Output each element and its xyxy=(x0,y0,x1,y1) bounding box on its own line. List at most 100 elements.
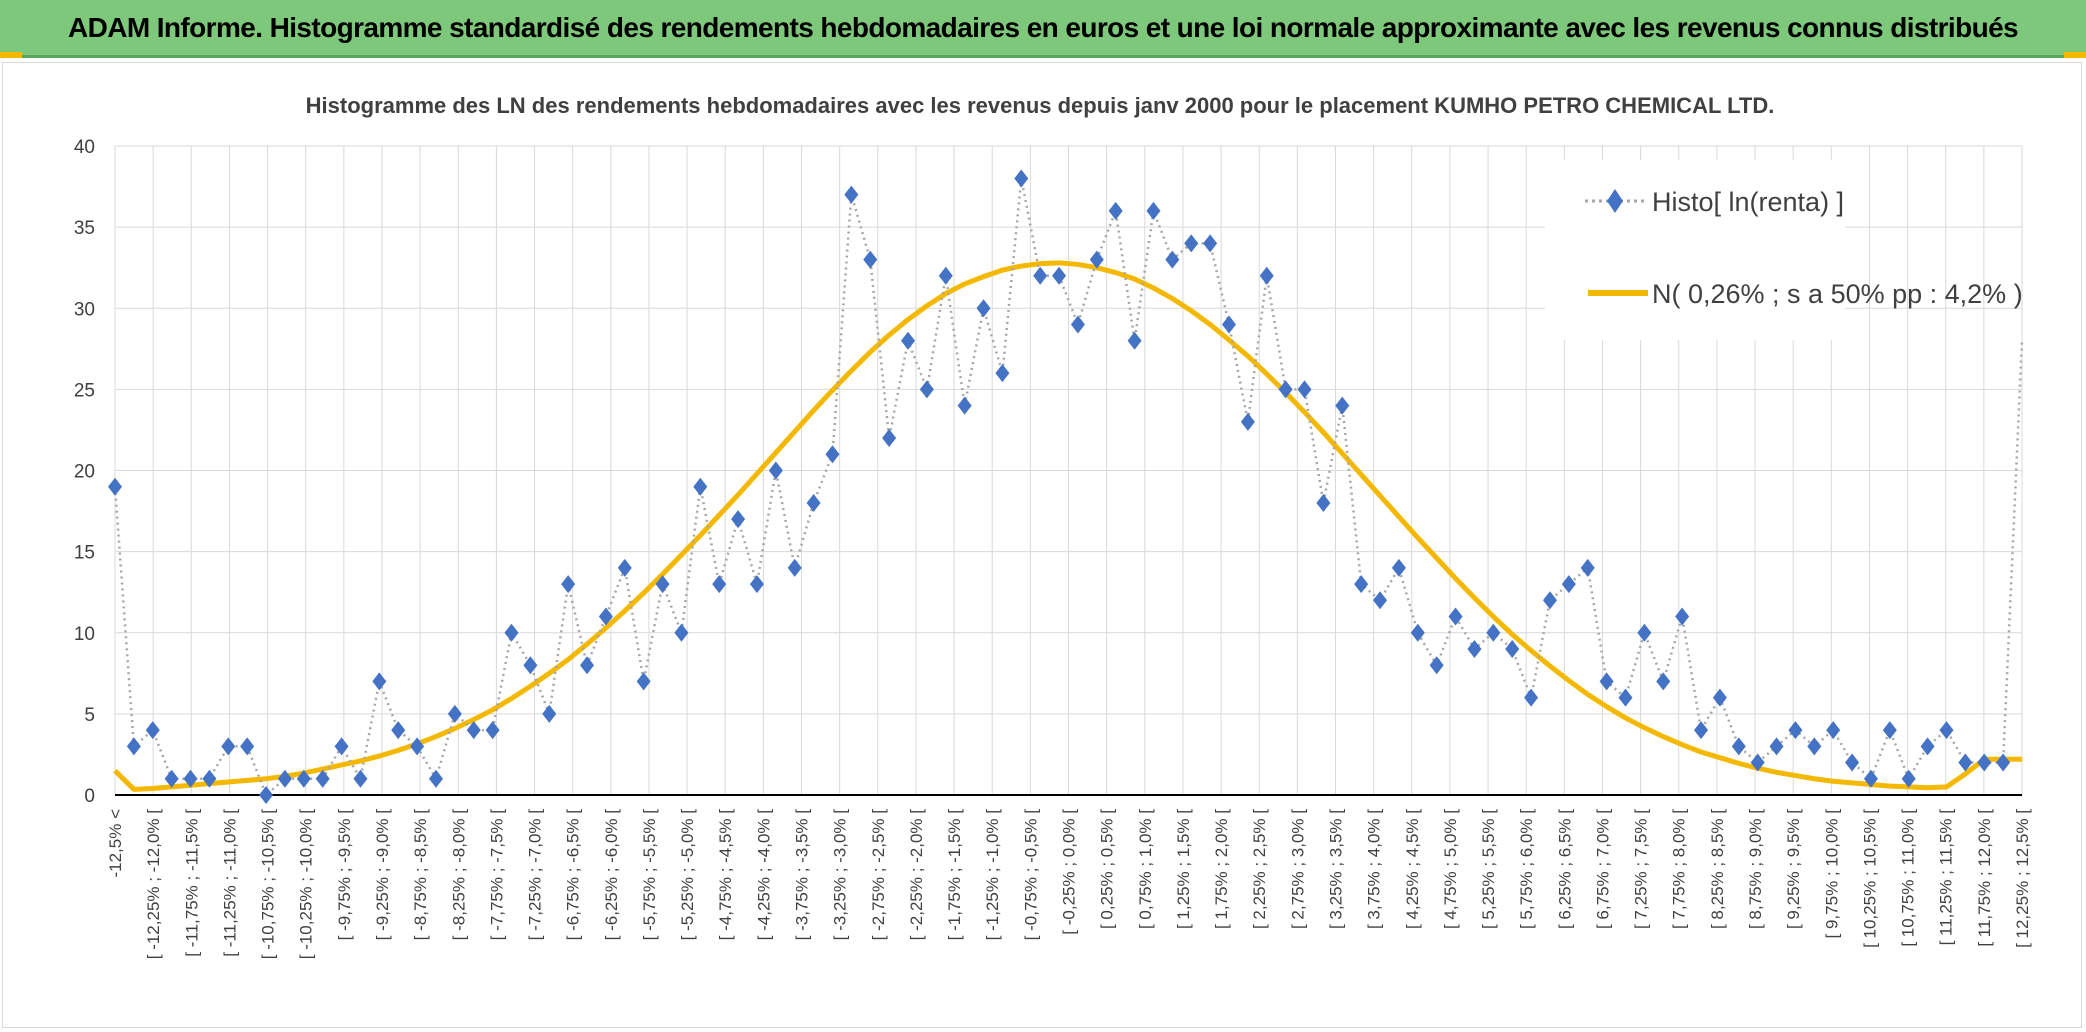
histogram-point-marker xyxy=(1637,623,1652,642)
histogram-point-marker xyxy=(1675,607,1690,626)
histogram-point-marker xyxy=(523,656,538,675)
x-tick-label: [ 0,25% ; 0,5% [ xyxy=(1098,809,1117,929)
histogram-point-marker xyxy=(202,769,217,788)
histogram-point-marker xyxy=(1184,234,1199,253)
histogram-point-marker xyxy=(617,558,632,577)
histogram-point-marker xyxy=(1656,672,1671,691)
histogram-point-marker xyxy=(315,769,330,788)
histogram-point-marker xyxy=(183,769,198,788)
histogram-point-marker xyxy=(1863,769,1878,788)
histogram-point-marker xyxy=(1788,721,1803,740)
x-tick-label: [ -1,75% ; -1,5% [ xyxy=(945,809,964,941)
histogram-point-marker xyxy=(410,737,425,756)
x-tick-label: [ 7,75% ; 8,0% [ xyxy=(1670,809,1689,929)
histogram-point-marker xyxy=(1524,688,1539,707)
x-tick-label: [ -8,25% ; -8,0% [ xyxy=(449,809,468,941)
histogram-point-marker xyxy=(353,769,368,788)
x-tick-label: [ -5,25% ; -5,0% [ xyxy=(678,809,697,941)
histogram-point-marker xyxy=(1561,575,1576,594)
histogram-point-marker xyxy=(126,737,141,756)
x-axis-ticks: -12,5% < [ -12,25% ; -12,0% [[ -11,75% ; … xyxy=(106,809,2032,960)
histogram-point-marker xyxy=(1882,721,1897,740)
histogram-point-marker xyxy=(768,461,783,480)
histogram-point-marker xyxy=(447,704,462,723)
x-tick-label: -12,5% < xyxy=(106,809,125,878)
histogram-point-marker xyxy=(1694,721,1709,740)
histogram-point-marker xyxy=(372,672,387,691)
x-tick-label: [ 1,75% ; 2,0% [ xyxy=(1212,809,1231,929)
x-tick-label: [ -5,75% ; -5,5% [ xyxy=(640,809,659,941)
x-tick-label: [ 6,75% ; 7,0% [ xyxy=(1593,809,1612,929)
histogram-point-marker xyxy=(749,575,764,594)
histogram-point-marker xyxy=(787,558,802,577)
histogram-point-marker xyxy=(1807,737,1822,756)
legend-normal-label: N( 0,26% ; s a 50% pp : 4,2% ) xyxy=(1652,279,2023,309)
x-tick-label: [ 8,75% ; 9,0% [ xyxy=(1746,809,1765,929)
histogram-point-marker xyxy=(296,769,311,788)
histogram-point-marker xyxy=(1391,558,1406,577)
chart-legend: Histo[ ln(renta) ] N( 0,26% ; s a 50% pp… xyxy=(1545,160,2023,340)
x-tick-label: [ 4,25% ; 4,5% [ xyxy=(1403,809,1422,929)
x-tick-label: [ -6,75% ; -6,5% [ xyxy=(564,809,583,941)
histogram-point-marker xyxy=(1127,331,1142,350)
legend-background xyxy=(1545,160,1845,340)
y-tick-label: 35 xyxy=(74,218,95,239)
legend-histo-marker-icon xyxy=(1607,189,1623,213)
histogram-point-marker xyxy=(957,396,972,415)
y-tick-label: 25 xyxy=(74,380,95,401)
histogram-point-marker xyxy=(844,185,859,204)
x-tick-label: [ 7,25% ; 7,5% [ xyxy=(1632,809,1651,929)
x-tick-label: [ -4,75% ; -4,5% [ xyxy=(716,809,735,941)
y-tick-label: 15 xyxy=(74,543,95,564)
histogram-point-marker xyxy=(1939,721,1954,740)
x-tick-label: [ 4,75% ; 5,0% [ xyxy=(1441,809,1460,929)
histogram-point-marker xyxy=(636,672,651,691)
histogram-point-marker xyxy=(1920,737,1935,756)
y-axis-ticks: 0 5 10 15 20 25 30 35 40 xyxy=(74,137,95,807)
histogram-point-marker xyxy=(1712,688,1727,707)
histogram-point-marker xyxy=(1505,639,1520,658)
histogram-point-marker xyxy=(1599,672,1614,691)
histogram-point-marker xyxy=(674,623,689,642)
histogram-point-marker xyxy=(1259,266,1274,285)
histogram-series xyxy=(108,169,2024,804)
histogram-point-marker xyxy=(1448,607,1463,626)
y-tick-label: 20 xyxy=(74,462,95,483)
histogram-point-marker xyxy=(561,575,576,594)
histogram-point-marker xyxy=(1089,250,1104,269)
histogram-point-marker xyxy=(1165,250,1180,269)
histogram-point-marker xyxy=(259,786,274,804)
histogram-point-marker xyxy=(428,769,443,788)
x-tick-label: [ -12,25% ; -12,0% [ xyxy=(144,809,163,960)
histogram-point-marker xyxy=(1750,753,1765,772)
histogram-point-marker xyxy=(1845,753,1860,772)
x-tick-label: [ 9,25% ; 9,5% [ xyxy=(1784,809,1803,929)
x-tick-label: [ 5,75% ; 6,0% [ xyxy=(1517,809,1536,929)
histogram-point-marker xyxy=(901,331,916,350)
x-tick-label: [ 8,25% ; 8,5% [ xyxy=(1708,809,1727,929)
histogram-point-marker xyxy=(391,721,406,740)
histogram-point-marker xyxy=(863,250,878,269)
histogram-point-marker xyxy=(466,721,481,740)
x-tick-label: [ -6,25% ; -6,0% [ xyxy=(602,809,621,941)
histogram-point-marker xyxy=(938,266,953,285)
histogram-point-marker xyxy=(655,575,670,594)
histogram-point-marker xyxy=(1618,688,1633,707)
x-tick-label: [ -9,25% ; -9,0% [ xyxy=(373,809,392,941)
x-tick-label: [ -7,75% ; -7,5% [ xyxy=(487,809,506,941)
y-tick-label: 0 xyxy=(84,786,95,807)
x-tick-label: [ 2,75% ; 3,0% [ xyxy=(1288,809,1307,929)
histogram-point-marker xyxy=(108,477,122,496)
histogram-point-marker xyxy=(1240,412,1255,431)
histogram-point-marker xyxy=(995,364,1010,383)
x-tick-label: [ -4,25% ; -4,0% [ xyxy=(754,809,773,941)
report-header-banner: ADAM Informe. Histogramme standardisé de… xyxy=(0,0,2086,58)
normal-curve-series xyxy=(113,260,2022,792)
normal-curve-line xyxy=(113,260,2022,792)
histogram-point-marker xyxy=(731,510,746,529)
histogram-point-marker xyxy=(240,737,255,756)
x-tick-label: [ -2,25% ; -2,0% [ xyxy=(907,809,926,941)
histogram-point-marker xyxy=(145,721,160,740)
histogram-point-marker xyxy=(542,704,557,723)
chart-title: Histogramme des LN des rendements hebdom… xyxy=(306,93,1775,118)
